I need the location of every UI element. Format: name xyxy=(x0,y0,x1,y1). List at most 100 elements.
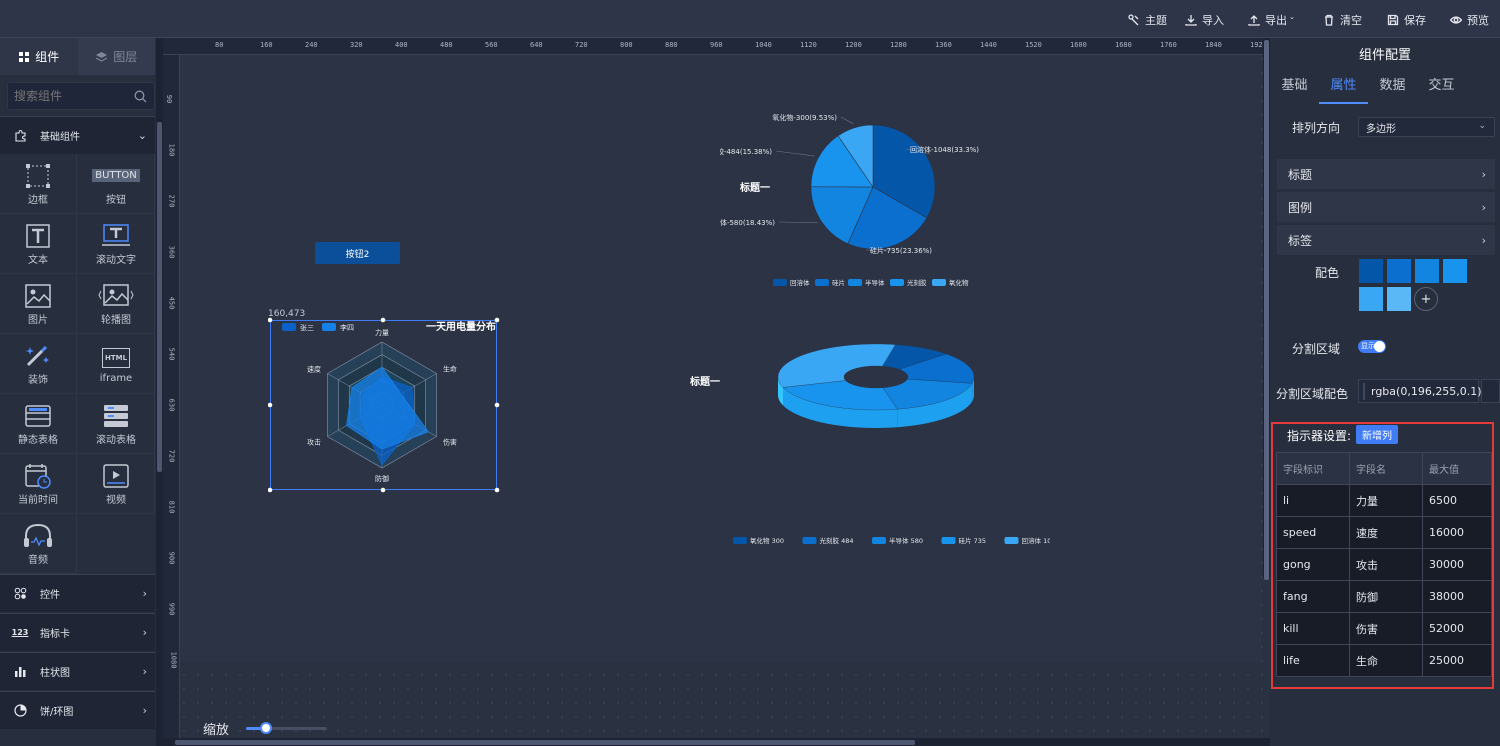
config-tab-3[interactable]: 交互 xyxy=(1428,78,1455,93)
table-cell[interactable]: fang xyxy=(1276,580,1350,613)
legend-label[interactable]: 氧化物 300 xyxy=(750,536,784,545)
pie-slice[interactable] xyxy=(847,186,928,250)
table-cell[interactable]: 防御 xyxy=(1349,580,1423,613)
component-decoration[interactable]: 装饰 xyxy=(0,334,77,394)
left-scroll-thumb[interactable] xyxy=(157,122,162,472)
color-preview-swatch[interactable] xyxy=(1363,382,1365,400)
pie-slice[interactable] xyxy=(810,186,874,245)
component-button[interactable]: BUTTON 按钮 xyxy=(78,154,155,214)
canvas-button-2[interactable]: 按钮2 xyxy=(315,242,400,264)
donut-side[interactable] xyxy=(897,383,973,428)
zoom-slider-handle[interactable] xyxy=(260,722,273,734)
legend-swatch[interactable] xyxy=(773,279,787,286)
split-color-input[interactable]: rgba(0,196,255,0.1) xyxy=(1358,379,1482,403)
legend-label[interactable]: 张三 xyxy=(300,323,314,332)
add-column-button[interactable]: 新增列 xyxy=(1356,425,1398,444)
legend-swatch[interactable] xyxy=(941,537,956,544)
legend-label[interactable]: 光刻胶 xyxy=(907,278,927,287)
add-color-button[interactable]: + xyxy=(1414,287,1438,311)
pie-slice[interactable] xyxy=(872,124,936,219)
tab-components[interactable]: 组件 xyxy=(0,38,78,75)
design-stage[interactable]: 按钮2 回溶体-1048(33.3%) 硅片-735(23.36%) 半导体-580… xyxy=(180,55,1261,662)
resize-handle[interactable] xyxy=(380,487,386,493)
table-cell[interactable]: 30000 xyxy=(1422,548,1492,581)
split-area-toggle[interactable]: 显示 xyxy=(1358,340,1386,353)
section-title[interactable]: 标题 › xyxy=(1277,159,1495,189)
legend-label[interactable]: 回溶体 1048 xyxy=(1022,536,1051,545)
group-controls[interactable]: 控件 › xyxy=(0,574,155,612)
canvas-horizontal-scrollbar[interactable] xyxy=(163,738,1270,746)
legend-label[interactable]: 回溶体 xyxy=(790,278,810,287)
pie-chart[interactable]: 回溶体-1048(33.3%) 硅片-735(23.36%) 半导体-580(18.… xyxy=(720,110,1050,295)
section-legend[interactable]: 图例 › xyxy=(1277,192,1495,222)
table-row[interactable]: kill 伤害 52000 xyxy=(1276,612,1492,645)
color-swatch[interactable] xyxy=(1359,259,1383,283)
group-bar-chart[interactable]: 柱状图 › xyxy=(0,652,155,690)
component-scroll-text[interactable]: 滚动文字 xyxy=(78,214,155,274)
resize-handle[interactable] xyxy=(268,317,273,323)
table-cell[interactable]: li xyxy=(1276,484,1350,517)
canvas-hscroll-thumb[interactable] xyxy=(175,740,915,745)
table-cell[interactable]: speed xyxy=(1276,516,1350,549)
legend-swatch[interactable] xyxy=(872,537,886,544)
color-swatch[interactable] xyxy=(1359,287,1383,311)
table-cell[interactable]: 52000 xyxy=(1422,612,1492,645)
component-audio[interactable]: 音频 xyxy=(0,514,77,574)
legend-label[interactable]: 半导体 580 xyxy=(889,536,923,545)
component-image[interactable]: 图片 xyxy=(0,274,77,334)
legend-swatch[interactable] xyxy=(1004,537,1019,544)
pie-slice[interactable] xyxy=(810,135,874,188)
donut-side[interactable] xyxy=(778,377,784,406)
resize-handle[interactable] xyxy=(380,317,386,323)
legend-label[interactable]: 光刻胶 484 xyxy=(820,536,854,545)
legend-label[interactable]: 硅片 xyxy=(832,278,845,287)
table-cell[interactable]: 25000 xyxy=(1422,644,1492,677)
export-button[interactable]: 导出 ⌄ xyxy=(1248,12,1295,28)
panel-divider-scrollbar[interactable] xyxy=(1264,40,1269,580)
color-swatch[interactable] xyxy=(1443,259,1467,283)
save-button[interactable]: 保存 xyxy=(1387,12,1426,28)
legend-swatch[interactable] xyxy=(322,323,336,331)
legend-swatch[interactable] xyxy=(802,537,817,544)
resize-handle[interactable] xyxy=(494,487,500,493)
resize-handle[interactable] xyxy=(494,402,500,408)
config-tab-0[interactable]: 基础 xyxy=(1281,78,1308,93)
component-iframe[interactable]: HTML iframe xyxy=(78,334,155,394)
table-cell[interactable]: 伤害 xyxy=(1349,612,1423,645)
preview-button[interactable]: 预览 xyxy=(1450,12,1489,28)
component-clock[interactable]: 当前时间 xyxy=(0,454,77,514)
legend-label[interactable]: 李四 xyxy=(340,323,354,332)
legend-swatch[interactable] xyxy=(815,279,829,286)
import-button[interactable]: 导入 xyxy=(1185,12,1224,28)
legend-swatch[interactable] xyxy=(890,279,904,286)
resize-handle[interactable] xyxy=(268,487,273,493)
group-indicator-card[interactable]: 123 指标卡 › xyxy=(0,613,155,651)
table-row[interactable]: speed 速度 16000 xyxy=(1276,516,1492,549)
component-search[interactable] xyxy=(7,82,155,110)
component-carousel[interactable]: 轮播图 xyxy=(78,274,155,334)
table-cell[interactable]: 攻击 xyxy=(1349,548,1423,581)
component-video[interactable]: 视频 xyxy=(78,454,155,514)
search-input[interactable] xyxy=(14,89,124,103)
legend-label[interactable]: 半导体 xyxy=(865,278,885,287)
legend-swatch[interactable] xyxy=(932,279,946,286)
split-color-input-2[interactable] xyxy=(1481,379,1500,403)
table-cell[interactable]: 16000 xyxy=(1422,516,1492,549)
table-row[interactable]: li 力量 6500 xyxy=(1276,484,1492,517)
config-tab-2[interactable]: 数据 xyxy=(1379,78,1406,93)
clear-button[interactable]: 清空 xyxy=(1323,12,1362,28)
zoom-slider[interactable] xyxy=(246,722,327,734)
color-swatch[interactable] xyxy=(1387,259,1411,283)
left-scrollbar[interactable] xyxy=(156,38,163,746)
group-pie-chart[interactable]: 饼/环图 › xyxy=(0,691,155,729)
search-icon[interactable] xyxy=(134,90,147,103)
color-swatch[interactable] xyxy=(1415,259,1439,283)
table-cell[interactable]: 速度 xyxy=(1349,516,1423,549)
legend-swatch[interactable] xyxy=(282,323,296,331)
resize-handle[interactable] xyxy=(268,402,273,408)
tab-layers[interactable]: 图层 xyxy=(77,38,155,75)
radar-series-area[interactable] xyxy=(346,366,430,450)
component-static-table[interactable]: 静态表格 xyxy=(0,394,77,454)
config-tab-1[interactable]: 属性 xyxy=(1319,74,1368,104)
